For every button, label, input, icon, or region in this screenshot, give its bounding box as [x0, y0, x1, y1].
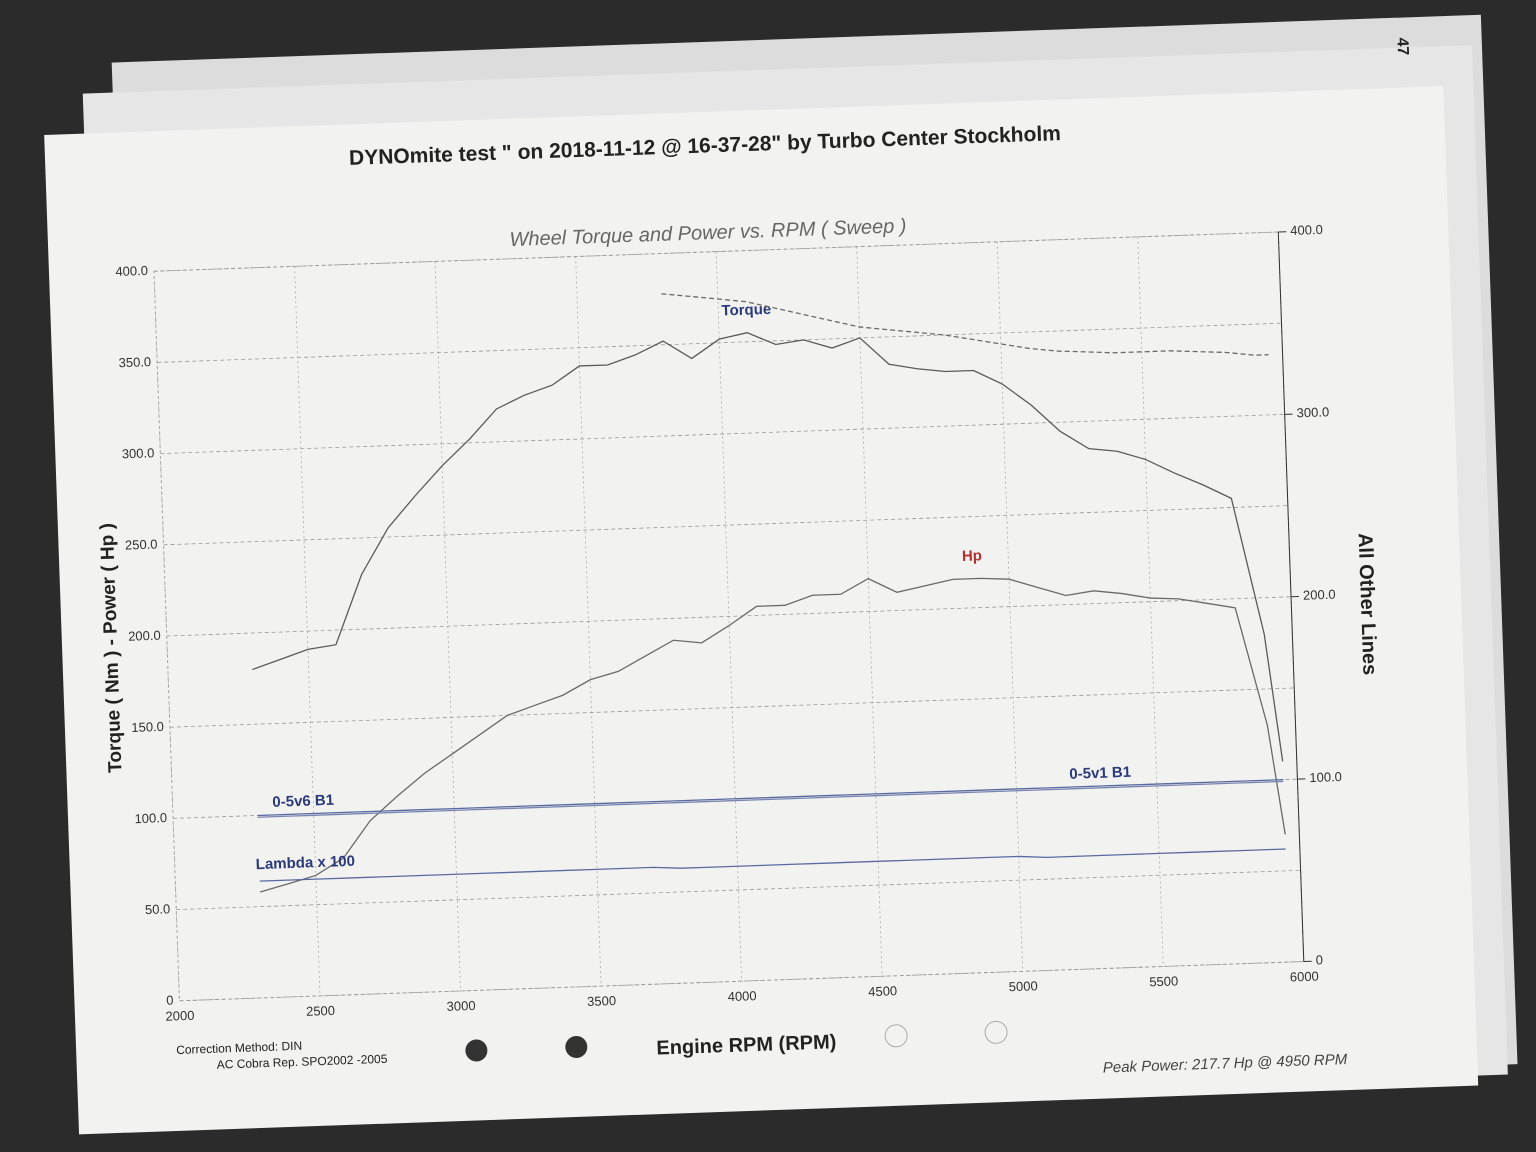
y-tick-label: 300.0 — [122, 445, 155, 461]
y2-tick-label: 0 — [1315, 952, 1323, 967]
punch-hole — [465, 1039, 488, 1062]
x-tick-label: 6000 — [1290, 968, 1319, 984]
y-tick-label: 200.0 — [128, 628, 161, 644]
series-line — [661, 293, 1269, 356]
punch-hole — [984, 1020, 1008, 1044]
grid-line — [434, 261, 461, 991]
x-tick-label: 4500 — [868, 983, 897, 999]
series-line — [252, 332, 1284, 762]
grid-line — [179, 961, 1304, 1002]
paper — [44, 86, 1479, 1135]
grid-line — [996, 241, 1024, 972]
grid-line — [176, 869, 1301, 911]
x-tick-label: 5500 — [1149, 973, 1178, 989]
y-tick-label: 250.0 — [125, 536, 158, 552]
y-tick-label: 0 — [166, 992, 174, 1007]
y2-tick-label: 200.0 — [1303, 587, 1336, 603]
y-tick-label: 400.0 — [115, 263, 148, 279]
x-tick-label: 2500 — [306, 1003, 335, 1019]
x-tick-label: 3500 — [587, 993, 616, 1009]
y-tick-label: 50.0 — [145, 901, 171, 917]
y-tick-label: 150.0 — [131, 719, 164, 735]
grid-line — [575, 256, 602, 987]
series-label: Lambda x 100 — [255, 853, 355, 873]
grid-line — [160, 413, 1285, 455]
grid-line — [856, 246, 883, 977]
grid-line — [163, 505, 1288, 546]
series-line — [257, 778, 1284, 817]
note: AC Cobra Rep. SPO2002 -2005 — [216, 1052, 387, 1072]
x-tick-label: 3000 — [446, 998, 475, 1014]
x-tick-label: 5000 — [1009, 978, 1038, 994]
series-line — [259, 577, 1286, 893]
grid-line — [294, 266, 321, 996]
paper-stack: 47 DYNOmite test " on 2018-11-12 @ 16-37… — [44, 14, 1518, 1135]
y2-tick-label: 300.0 — [1296, 404, 1329, 420]
series-label: Hp — [962, 547, 983, 565]
y-tick-label: 100.0 — [134, 810, 167, 826]
x-tick-label: 4000 — [727, 988, 756, 1004]
note: Correction Method: DIN — [176, 1039, 302, 1057]
grid-line — [1137, 236, 1164, 967]
series-label: Torque — [721, 301, 771, 320]
y2-axis — [1277, 231, 1305, 962]
y2-tick-label: 100.0 — [1309, 769, 1342, 785]
x-tick-label: 2000 — [165, 1008, 194, 1024]
series-label: 0-5v6 B1 — [272, 792, 334, 811]
punch-hole — [884, 1024, 908, 1048]
grid-line — [715, 251, 743, 982]
y2-axis-label: All Other Lines — [1354, 533, 1381, 676]
series-line — [259, 848, 1286, 882]
y2-tick-label: 400.0 — [1290, 222, 1323, 238]
grid-line — [153, 271, 180, 1001]
punch-hole — [565, 1035, 588, 1058]
series-label: 0-5v1 B1 — [1069, 764, 1131, 783]
y-tick-label: 350.0 — [118, 354, 151, 370]
series-line — [257, 780, 1284, 818]
page-number: 47 — [1393, 37, 1411, 55]
